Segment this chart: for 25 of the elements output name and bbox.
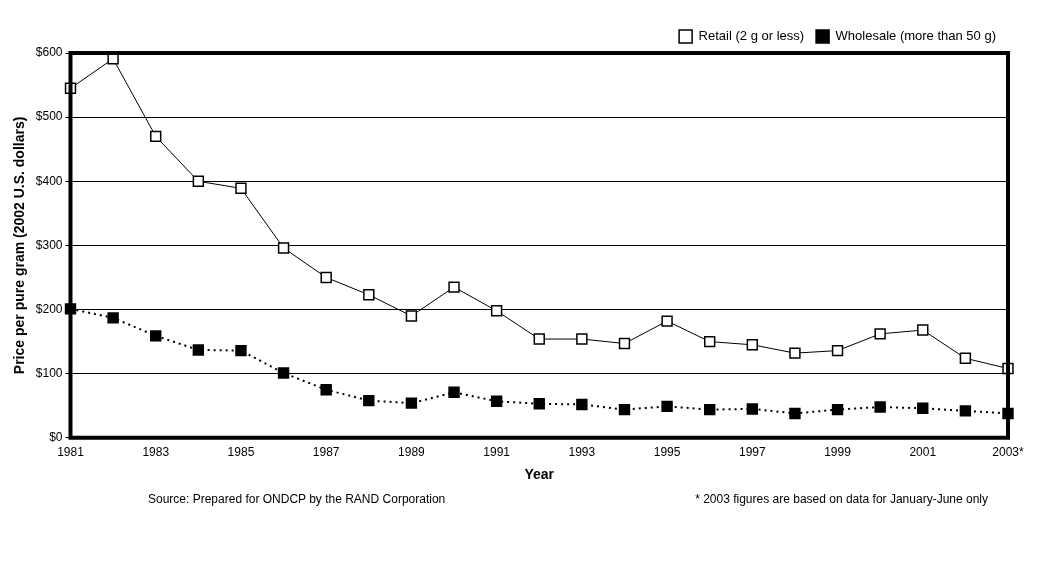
y-tick-label: $400: [35, 173, 63, 188]
text: * 2003 figures are based on data for January-June only: [695, 492, 988, 506]
x-axis-title: Year: [524, 466, 555, 483]
x-tick-label: 1981: [57, 445, 85, 460]
y-tick-label: $600: [35, 45, 63, 60]
x-tick-label: 1993: [568, 445, 596, 460]
x-tick-label: 2001: [909, 445, 937, 460]
x-tick-label: 1997: [738, 445, 766, 460]
y-tick-label: $300: [35, 237, 63, 252]
y-axis-title: Price per pure gram (2002 U.S. dollars): [11, 116, 28, 375]
y-tick-label: $100: [35, 365, 63, 380]
x-tick-label: 2003*: [992, 445, 1025, 460]
y-tick-label: $0: [49, 430, 63, 445]
x-tick-label: 1999: [824, 445, 852, 460]
x-tick-label: 1991: [483, 445, 511, 460]
x-tick-label: 1983: [142, 445, 170, 460]
x-tick-label: 1995: [653, 445, 681, 460]
source-note: Source: Prepared for ONDCP by the RAND Corporation: [148, 492, 446, 506]
legend-label: Wholesale (more than 50 g): [835, 28, 997, 44]
y-tick-label: $500: [35, 109, 63, 124]
x-tick-label: 1985: [227, 445, 255, 460]
y-tick-label: $200: [35, 301, 63, 316]
x-tick-label: 1987: [312, 445, 340, 460]
x-tick-label: 1989: [398, 445, 426, 460]
legend-label: Retail (2 g or less): [698, 28, 805, 44]
